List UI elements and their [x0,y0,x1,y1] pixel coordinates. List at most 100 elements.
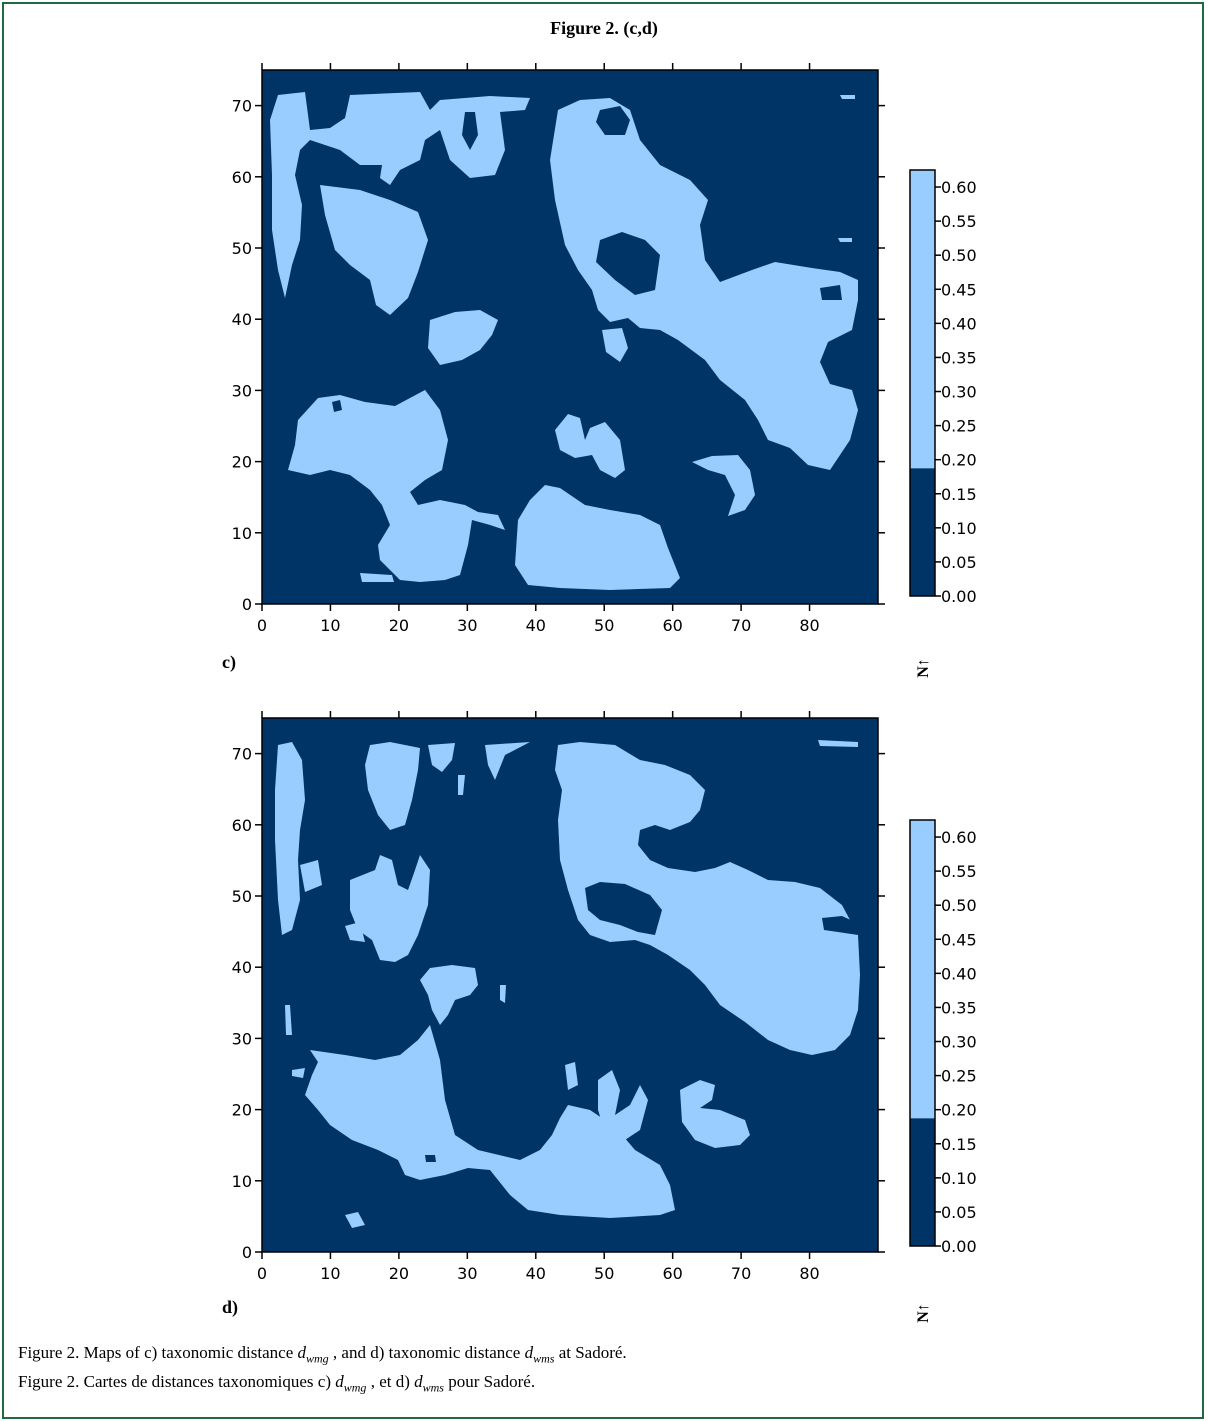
colorbar-frame [909,169,936,597]
y-tick-label: 70 [232,97,252,116]
x-tick-label: 70 [731,1264,751,1283]
patch [585,882,662,935]
colorbar-tick-label: 0.60 [941,178,977,197]
x-tick-label: 40 [526,616,546,635]
y-tick-label: 30 [232,1029,252,1048]
patch [500,985,506,1003]
x-tick-label: 50 [594,616,614,635]
patch [292,1068,305,1078]
patch [305,1025,675,1218]
colorbar-d: 0.00 0.05 0.10 0.15 0.20 0.25 0.30 0.35 0.40 0.45… [909,819,977,1256]
colorbar-class [910,468,935,596]
map-frame-c [261,69,879,605]
caption-en-d2: d [524,1343,534,1362]
y-tick-label: 30 [232,381,252,400]
axes-d: 0 10 20 30 40 50 60 70 80 0 10 20 30 40 50 60 70 [232,711,885,1283]
colorbar-tick-label: 0.05 [941,553,977,572]
patch [840,95,855,99]
map-patches-d [275,740,860,1228]
patch [822,916,858,935]
patch [692,455,755,516]
patch [345,922,365,942]
panel-letter-d: d) [222,1297,238,1318]
patch [428,743,455,772]
x-tick-label: 60 [662,1264,682,1283]
caption-fr-d1-sub: wmg [343,1380,367,1395]
y-tick-label: 0 [242,1243,252,1262]
map-panel-c: 0 10 20 30 40 50 60 70 80 0 10 20 30 40 50 60 70 c) 0.00… [222,63,977,678]
x-tick-label: 0 [257,1264,267,1283]
patch [485,742,530,780]
patch [462,112,478,150]
patch [350,855,430,962]
map-panel-d: 0 10 20 30 40 50 60 70 80 0 10 20 30 40 50 60 70 d) 0.00… [222,711,977,1323]
caption-fr-prefix: Figure 2. Cartes de distances taxonomiqu… [18,1372,336,1391]
colorbar-tick-label: 0.35 [941,348,977,367]
x-tick-label: 0 [257,616,267,635]
x-tick-label: 80 [799,1264,819,1283]
caption-en-suffix: at Sadoré. [554,1343,627,1362]
x-tick-label: 20 [389,1264,409,1283]
colorbar-tick-label: 0.20 [941,1101,977,1120]
y-tick-label: 70 [232,745,252,764]
caption-fr-d2: d [414,1372,423,1391]
colorbar-tick-label: 0.10 [941,1169,977,1188]
map-patches-c [270,92,858,590]
colorbar-class [910,1118,935,1246]
y-tick-label: 60 [232,816,252,835]
colorbar-tick-label: 0.40 [941,964,977,983]
patch [555,414,625,478]
patch [598,1070,648,1140]
colorbar-frame [909,819,936,1247]
patch [550,98,858,470]
caption-en-prefix: Figure 2. Maps of c) taxonomic distance [18,1343,298,1362]
x-tick-label: 10 [320,1264,340,1283]
colorbar-tick-label: 0.50 [941,896,977,915]
colorbar-tick-label: 0.10 [941,519,977,538]
caption-en-d2-sub: wms [533,1351,555,1366]
map-frame-d [261,717,879,1253]
north-arrow-d: N↑ [915,1303,932,1323]
caption-fr-d1: d [335,1372,344,1391]
y-tick-label: 0 [242,595,252,614]
colorbar-tick-label: 0.30 [941,383,977,402]
caption-fr-d2-sub: wms [422,1380,444,1395]
colorbar-tick-label: 0.55 [941,212,977,231]
patch [320,185,428,315]
y-tick-label: 40 [232,958,252,977]
x-tick-label: 70 [731,616,751,635]
patch [458,775,465,795]
colorbar-tick-label: 0.20 [941,451,977,470]
patch [680,1080,750,1148]
colorbar-tick-label: 0.25 [941,417,977,436]
colorbar-tick-label: 0.50 [941,246,977,265]
x-tick-label: 40 [526,1264,546,1283]
patch [420,965,478,1025]
colorbar-tick-label: 0.35 [941,998,977,1017]
caption-fr-suffix: pour Sadoré. [443,1372,536,1391]
caption-en-middle: , and d) taxonomic distance [328,1343,525,1362]
figure-title: Figure 2. (c,d) [550,18,658,38]
colorbar-class [910,170,935,469]
colorbar-tick-label: 0.25 [941,1067,977,1086]
x-tick-label: 30 [457,616,477,635]
colorbar-tick-label: 0.00 [941,587,977,606]
y-tick-label: 60 [232,168,252,187]
patch [565,1062,578,1090]
x-tick-label: 20 [389,616,409,635]
patch [332,400,342,412]
colorbar-tick-label: 0.60 [941,828,977,847]
y-tick-label: 50 [232,887,252,906]
axes-c: 0 10 20 30 40 50 60 70 80 0 10 20 30 40 50 60 70 [232,63,885,635]
colorbar-tick-label: 0.30 [941,1033,977,1052]
patch [515,485,680,590]
y-tick-label: 20 [232,453,252,472]
colorbar-tick-label: 0.55 [941,862,977,881]
patch [288,390,505,582]
patch [428,310,498,365]
patch [820,285,842,300]
colorbar-tick-label: 0.15 [941,485,977,504]
patch [365,742,420,830]
patch [300,860,322,892]
